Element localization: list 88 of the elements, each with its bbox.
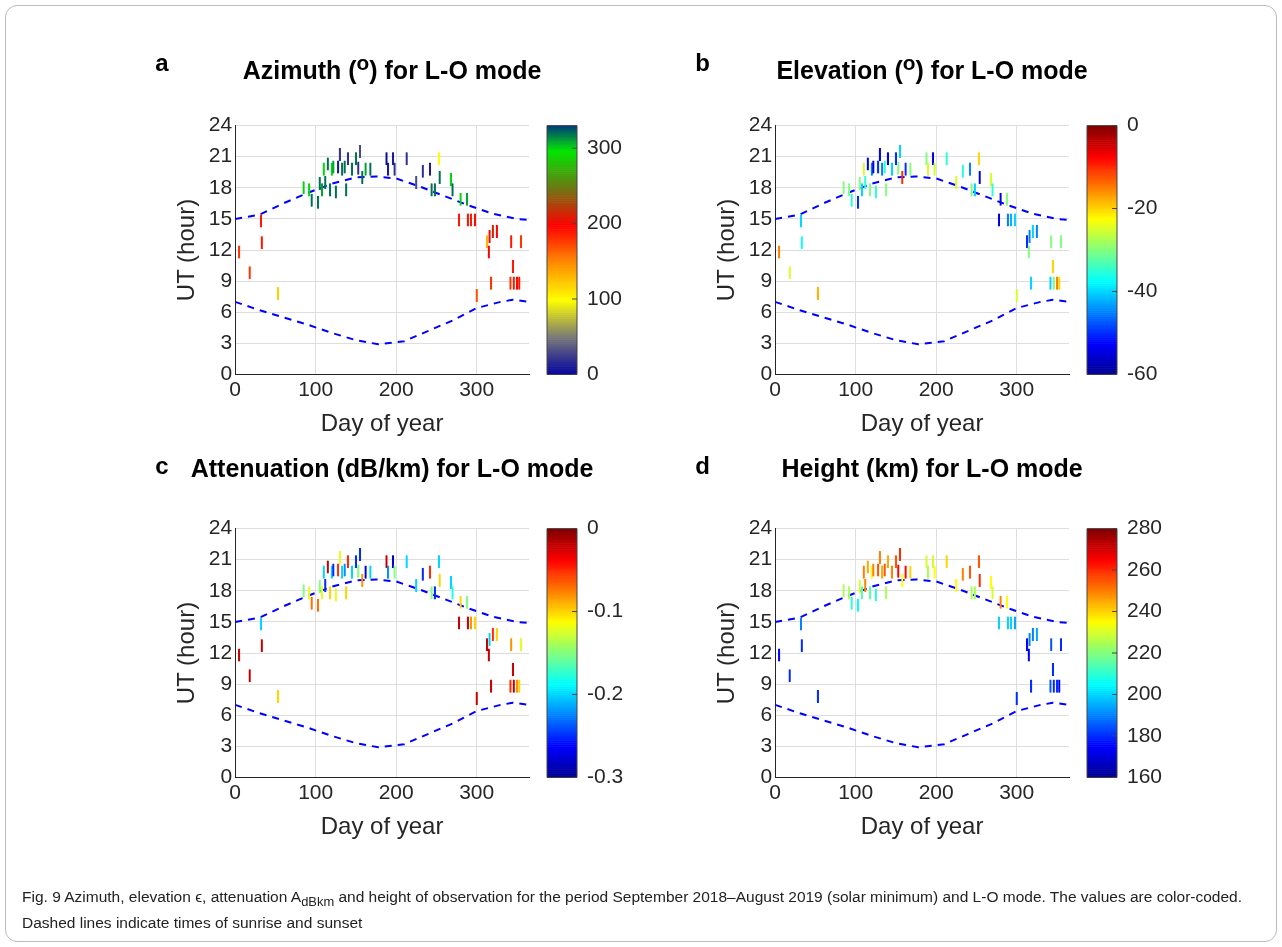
y-tick-label: 6 — [220, 299, 233, 322]
color-bar-label: -0.1 — [587, 598, 624, 622]
text: a — [155, 49, 169, 77]
text: d — [695, 452, 710, 480]
y-tick-label: 21 — [748, 143, 773, 167]
line-series — [775, 701, 1069, 749]
x-axis-title: Day of year — [320, 811, 444, 839]
color-bar-label: 260 — [1127, 556, 1163, 580]
line-series — [775, 298, 1069, 346]
x-axis-title: Day of year — [860, 408, 984, 436]
y-tick-label: 15 — [208, 608, 233, 632]
line-series — [235, 175, 529, 221]
y-tick-label: 24 — [208, 515, 233, 539]
color-bar-label: -0.2 — [587, 681, 624, 705]
y-tick-label: 3 — [220, 330, 233, 354]
text: b — [695, 49, 710, 77]
y-tick-label: 24 — [208, 112, 233, 136]
color-bar-label: 0 — [587, 361, 599, 385]
x-tick-label: 200 — [918, 779, 954, 803]
x-tick-label: 300 — [459, 779, 495, 803]
y-tick-label: 15 — [208, 205, 233, 229]
x-tick-label: 100 — [298, 779, 334, 803]
y-tick-label: 21 — [748, 546, 773, 570]
x-tick-label: 300 — [459, 376, 495, 400]
color-bar-label: 180 — [1127, 722, 1163, 746]
line-series — [235, 701, 529, 749]
line-series — [775, 175, 1069, 221]
x-tick-label: 100 — [838, 779, 874, 803]
line-series — [235, 578, 529, 624]
color-bar-label: 300 — [587, 135, 623, 159]
y-tick-label: 9 — [760, 670, 773, 694]
x-tick-label: 200 — [918, 376, 954, 400]
color-bar-label: 0 — [1127, 112, 1139, 136]
color-bar-label: 100 — [587, 285, 623, 309]
y-tick-label: 18 — [208, 174, 233, 198]
color-bar-label: -40 — [1127, 278, 1158, 302]
x-tick-label: 200 — [378, 779, 414, 803]
y-tick-label: 3 — [760, 733, 773, 757]
color-bar-label: -60 — [1127, 361, 1158, 385]
x-axis-title: Day of year — [860, 811, 984, 839]
y-tick-label: 3 — [760, 330, 773, 354]
chart-title: Height (km) for L-O mode — [781, 454, 1083, 483]
chart-title: Azimuth ($^{o}$) for L-O mode — [242, 51, 542, 86]
color-bar-label: 200 — [587, 210, 623, 234]
y-tick-label: 24 — [748, 515, 773, 539]
y-tick-label: 6 — [220, 702, 233, 725]
color-bar-label: 240 — [1127, 598, 1163, 622]
y-tick-label: 12 — [208, 236, 233, 260]
x-tick-label: 300 — [999, 376, 1035, 400]
y-tick-label: 9 — [220, 267, 233, 291]
x-tick-label: 100 — [298, 376, 334, 400]
text: c — [155, 452, 169, 480]
color-bar-label: 160 — [1127, 764, 1163, 788]
y-tick-label: 21 — [208, 546, 233, 570]
chart-title: Attenuation (dB/km) for L-O mode — [190, 454, 594, 483]
y-tick-label: 3 — [220, 733, 233, 757]
y-tick-label: 24 — [748, 112, 773, 136]
y-tick-label: 9 — [760, 267, 773, 291]
y-tick-label: 6 — [760, 702, 773, 725]
y-axis-title: UT (hour) — [712, 601, 740, 705]
x-tick-label: 200 — [378, 376, 414, 400]
y-axis-title: UT (hour) — [172, 601, 200, 705]
color-bar-label: 280 — [1127, 515, 1163, 539]
y-tick-label: 9 — [220, 670, 233, 694]
y-axis-title: UT (hour) — [172, 198, 200, 302]
color-bar-label: -0.3 — [587, 764, 624, 788]
y-tick-label: 18 — [748, 174, 773, 198]
x-axis-title: Day of year — [320, 408, 444, 436]
y-axis-title: UT (hour) — [712, 198, 740, 302]
y-tick-label: 12 — [748, 639, 773, 663]
line-series — [775, 578, 1069, 624]
y-tick-label: 21 — [208, 143, 233, 167]
y-tick-label: 6 — [760, 299, 773, 322]
color-bar-label: 200 — [1127, 681, 1163, 705]
y-tick-label: 12 — [748, 236, 773, 260]
y-tick-label: 18 — [208, 577, 233, 601]
y-tick-label: 15 — [748, 608, 773, 632]
x-tick-label: 100 — [838, 376, 874, 400]
chart-title: Elevation ($^{o}$) for L-O mode — [776, 51, 1088, 86]
line-series — [235, 298, 529, 346]
y-tick-label: 18 — [748, 577, 773, 601]
x-tick-label: 300 — [999, 779, 1035, 803]
y-tick-label: 15 — [748, 205, 773, 229]
color-bar-label: 220 — [1127, 639, 1163, 663]
y-tick-label: 12 — [208, 639, 233, 663]
color-bar-label: 0 — [587, 515, 599, 539]
color-bar-label: -20 — [1127, 195, 1158, 219]
caption: Fig. 9 Azimuth, elevation ϵ, attenuation A$_{dBkm}$ and height of observation for the period September 2018–August 2019 (solar minimum) and L-O mode. The values are color-coded. Dashed lines indicate times of sunrise and sunset — [22, 887, 1243, 934]
